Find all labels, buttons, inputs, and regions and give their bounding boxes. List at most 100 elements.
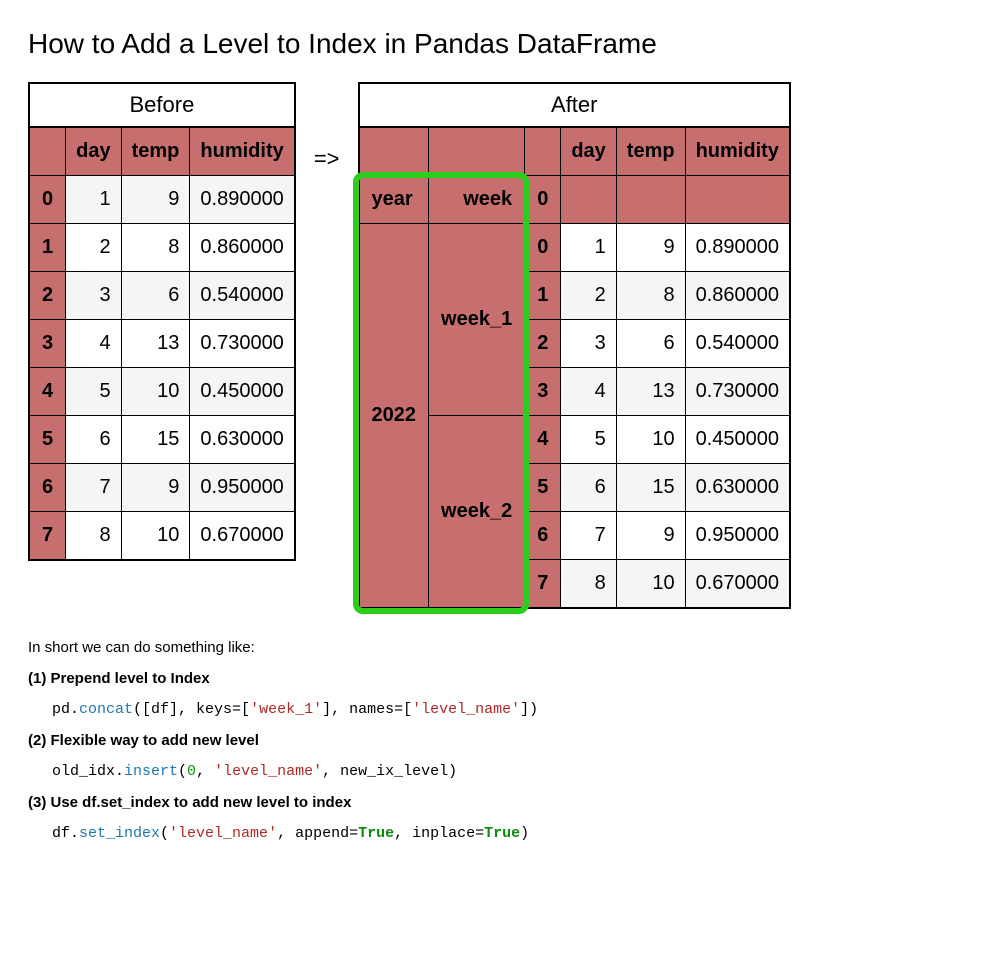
row-index: 4 [525, 416, 561, 464]
row-index: 3 [525, 368, 561, 416]
cell-temp: 15 [121, 416, 190, 464]
cell-temp: 9 [616, 224, 685, 272]
index-year: 2022 [359, 224, 429, 609]
index-name: year [359, 176, 429, 224]
index-name: 0 [525, 176, 561, 224]
cell-humidity: 0.540000 [685, 320, 790, 368]
row-index: 1 [29, 224, 66, 272]
cell-temp: 9 [616, 512, 685, 560]
row-index: 2 [29, 272, 66, 320]
row-index: 5 [29, 416, 66, 464]
code-snippet: df.set_index('level_name', append=True, … [52, 825, 966, 842]
cell-temp: 6 [121, 272, 190, 320]
before-table-wrap: Before day temp humidity 0190.8900001280… [28, 82, 296, 561]
code-snippet: pd.concat([df], keys=['week_1'], names=[… [52, 701, 966, 718]
cell-temp: 15 [616, 464, 685, 512]
col-header: day [561, 127, 616, 176]
cell-humidity: 0.890000 [685, 224, 790, 272]
cell-day: 6 [561, 464, 616, 512]
row-index: 7 [525, 560, 561, 609]
blank-cell [616, 176, 685, 224]
index-name: week [429, 176, 525, 224]
index-week: week_2 [429, 416, 525, 609]
cell-temp: 10 [121, 368, 190, 416]
row-index: 7 [29, 512, 66, 561]
cell-day: 7 [561, 512, 616, 560]
cell-temp: 13 [616, 368, 685, 416]
note-heading: (3) Use df.set_index to add new level to… [28, 794, 966, 811]
cell-day: 5 [66, 368, 121, 416]
corner-cell [29, 127, 66, 176]
row-index: 6 [29, 464, 66, 512]
corner-cell [429, 127, 525, 176]
corner-cell [359, 127, 429, 176]
corner-cell [525, 127, 561, 176]
cell-day: 1 [66, 176, 121, 224]
page-title: How to Add a Level to Index in Pandas Da… [28, 28, 966, 60]
cell-day: 7 [66, 464, 121, 512]
notes-section: In short we can do something like: (1) P… [28, 639, 966, 842]
cell-temp: 10 [121, 512, 190, 561]
cell-humidity: 0.540000 [190, 272, 295, 320]
row-index: 1 [525, 272, 561, 320]
cell-temp: 9 [121, 464, 190, 512]
code-snippet: old_idx.insert(0, 'level_name', new_ix_l… [52, 763, 966, 780]
after-table-wrap: After day temp humidity year week 0 [358, 82, 791, 609]
row-index: 5 [525, 464, 561, 512]
arrow-icon: => [314, 82, 340, 172]
col-header: temp [616, 127, 685, 176]
col-header: humidity [685, 127, 790, 176]
row-index: 0 [525, 224, 561, 272]
cell-day: 2 [66, 224, 121, 272]
cell-humidity: 0.670000 [190, 512, 295, 561]
col-header: temp [121, 127, 190, 176]
cell-temp: 9 [121, 176, 190, 224]
index-week: week_1 [429, 224, 525, 416]
cell-humidity: 0.630000 [190, 416, 295, 464]
cell-day: 5 [561, 416, 616, 464]
row-index: 0 [29, 176, 66, 224]
cell-humidity: 0.450000 [685, 416, 790, 464]
cell-humidity: 0.450000 [190, 368, 295, 416]
note-heading: (2) Flexible way to add new level [28, 732, 966, 749]
cell-humidity: 0.670000 [685, 560, 790, 609]
cell-day: 2 [561, 272, 616, 320]
cell-temp: 8 [616, 272, 685, 320]
cell-humidity: 0.730000 [190, 320, 295, 368]
tables-container: Before day temp humidity 0190.8900001280… [28, 82, 966, 609]
cell-humidity: 0.730000 [685, 368, 790, 416]
row-index: 6 [525, 512, 561, 560]
blank-cell [561, 176, 616, 224]
cell-day: 4 [66, 320, 121, 368]
after-caption: After [358, 82, 791, 126]
cell-humidity: 0.860000 [190, 224, 295, 272]
after-table: After day temp humidity year week 0 [358, 82, 791, 609]
cell-day: 4 [561, 368, 616, 416]
cell-day: 8 [66, 512, 121, 561]
cell-temp: 13 [121, 320, 190, 368]
notes-intro: In short we can do something like: [28, 639, 966, 656]
before-table: Before day temp humidity 0190.8900001280… [28, 82, 296, 561]
cell-day: 6 [66, 416, 121, 464]
cell-humidity: 0.950000 [190, 464, 295, 512]
cell-temp: 6 [616, 320, 685, 368]
cell-humidity: 0.890000 [190, 176, 295, 224]
cell-temp: 10 [616, 560, 685, 609]
cell-day: 3 [66, 272, 121, 320]
cell-temp: 10 [616, 416, 685, 464]
col-header: humidity [190, 127, 295, 176]
cell-day: 8 [561, 560, 616, 609]
cell-day: 1 [561, 224, 616, 272]
cell-humidity: 0.630000 [685, 464, 790, 512]
row-index: 4 [29, 368, 66, 416]
cell-humidity: 0.950000 [685, 512, 790, 560]
cell-humidity: 0.860000 [685, 272, 790, 320]
row-index: 2 [525, 320, 561, 368]
row-index: 3 [29, 320, 66, 368]
blank-cell [685, 176, 790, 224]
cell-day: 3 [561, 320, 616, 368]
before-caption: Before [28, 82, 296, 126]
col-header: day [66, 127, 121, 176]
cell-temp: 8 [121, 224, 190, 272]
note-heading: (1) Prepend level to Index [28, 670, 966, 687]
